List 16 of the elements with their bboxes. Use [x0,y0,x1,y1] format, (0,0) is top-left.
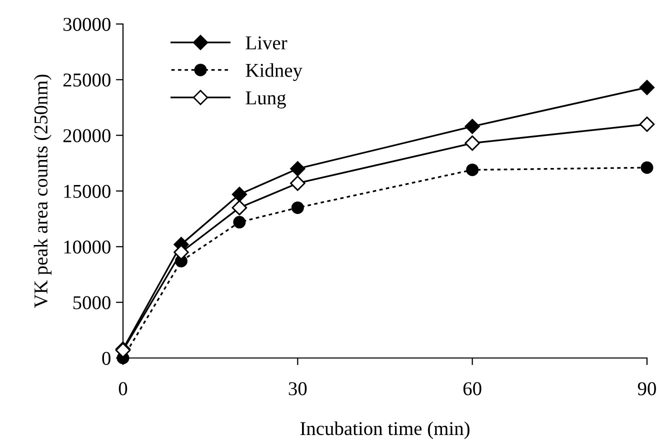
y-tick-label: 5000 [73,296,110,310]
y-tick-label: 30000 [64,18,110,31]
y-tick-label: 20000 [63,129,110,142]
y-tick-label: 15000 [64,184,110,198]
legend-label: Lung [246,92,286,108]
y-tick-label: 0 [102,352,110,365]
legend-label: Liver [246,36,288,50]
x-tick-label: 90 [638,382,656,396]
y-axis-title: VK peak area counts (250nm) [34,74,52,308]
y-tick-label: 25000 [63,73,110,87]
legend-label: Kidney [246,63,302,81]
x-tick-label: 60 [463,382,482,396]
y-tick-label: 10000 [64,240,110,254]
x-axis-title: Incubation time (min) [300,421,470,440]
x-tick-label: 0 [118,382,128,396]
x-tick-label: 30 [288,382,307,396]
